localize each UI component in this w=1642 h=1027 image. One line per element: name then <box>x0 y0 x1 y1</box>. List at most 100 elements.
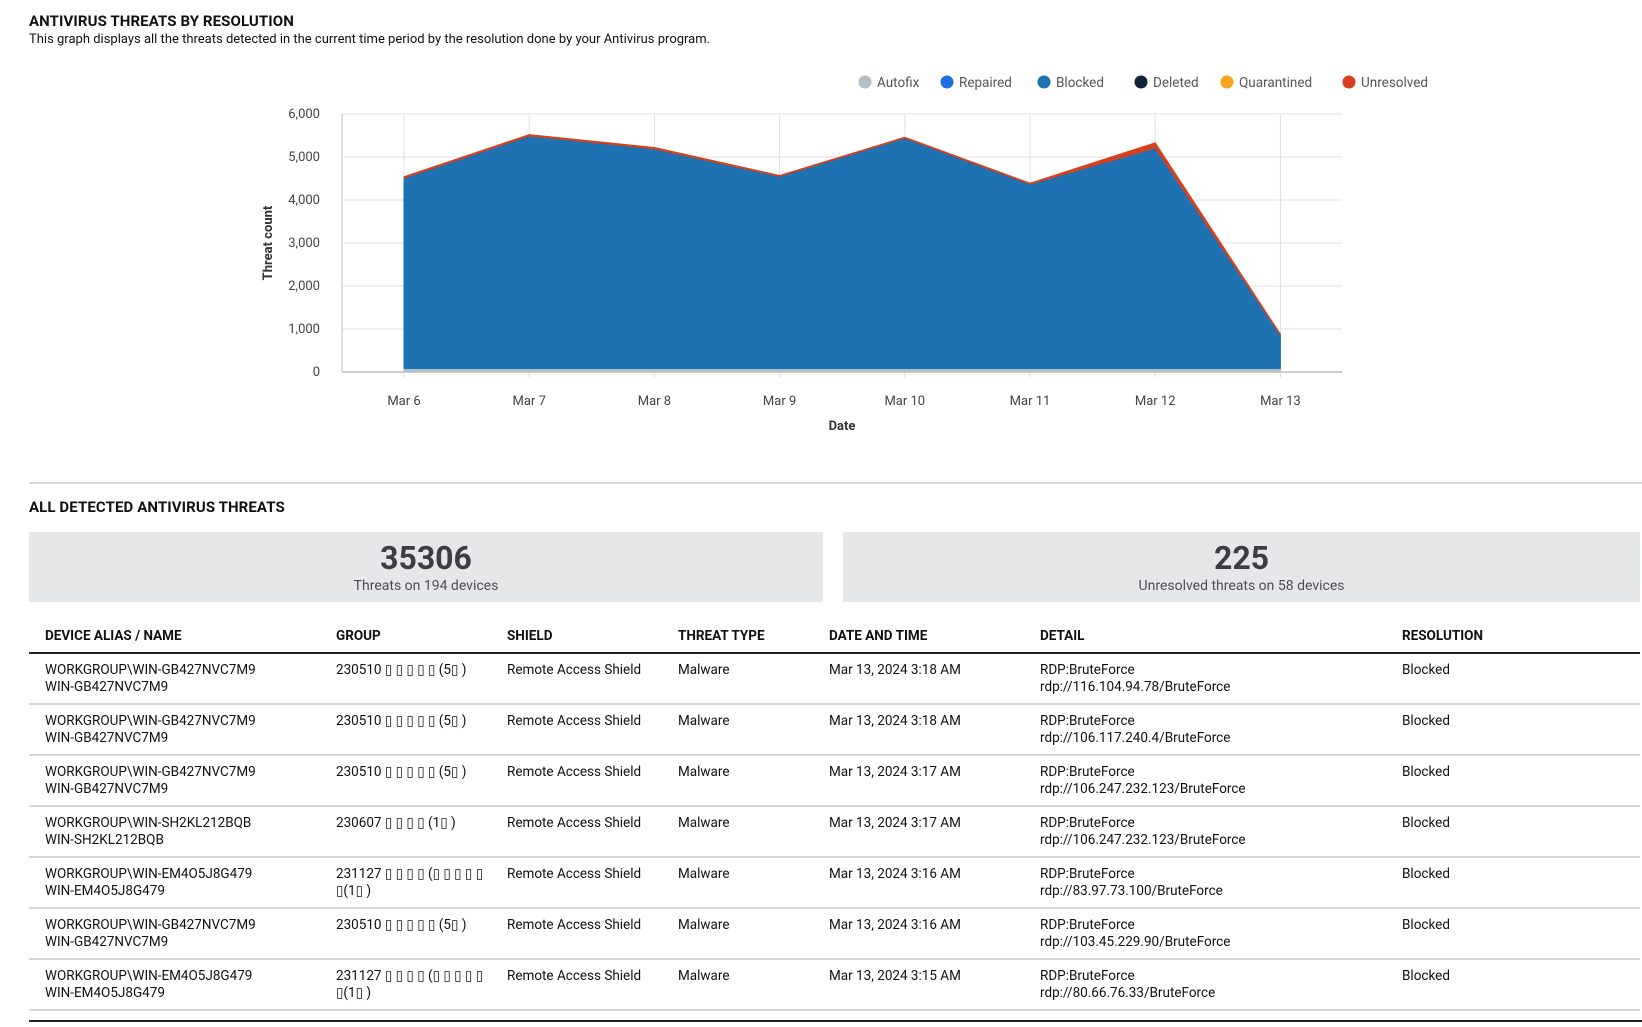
date-time-cell: Mar 13, 2024 3:15 AM <box>813 959 1024 1011</box>
threat-type-cell: Malware <box>662 857 813 909</box>
detail-signature: RDP:BruteForce <box>1040 968 1135 984</box>
y-axis-title: Threat count <box>261 205 276 280</box>
resolution-cell: Blocked <box>1386 704 1640 756</box>
table-row[interactable]: WORKGROUP\WIN-GB427NVC7M9 WIN-GB427NVC7M9… <box>29 908 1640 960</box>
legend-swatch-autofix <box>858 75 872 89</box>
device-cell: WORKGROUP\WIN-EM4O5J8G479 WIN-EM4O5J8G479 <box>29 857 320 909</box>
detail-cell: RDP:BruteForce rdp://103.45.229.90/BruteF… <box>1024 908 1386 960</box>
legend-swatch-quarantined <box>1220 75 1234 89</box>
device-alias[interactable]: WORKGROUP\WIN-GB427NVC7M9 <box>45 917 256 933</box>
threat-type-cell: Malware <box>662 653 813 705</box>
threat-type-cell: Malware <box>662 959 813 1011</box>
threat-type-cell: Malware <box>662 755 813 807</box>
column-header-detail[interactable]: DETAIL <box>1024 622 1386 654</box>
unresolved-threats-count: 225 <box>1213 539 1270 577</box>
threats-area-chart: Autofix Repaired Blocked Deleted Quarantined… <box>261 75 1428 434</box>
shield-cell: Remote Access Shield <box>491 908 662 960</box>
device-alias[interactable]: WORKGROUP\WIN-GB427NVC7M9 <box>45 764 256 780</box>
column-header-resolution[interactable]: RESOLUTION <box>1386 622 1640 654</box>
column-header-threat-type[interactable]: THREAT TYPE <box>662 622 813 654</box>
resolution-cell: Blocked <box>1386 653 1640 705</box>
detail-url: rdp://106.117.240.4/BruteForce <box>1040 729 1231 746</box>
threats-table: DEVICE ALIAS / NAME GROUP SHIELD THREAT … <box>29 622 1640 1011</box>
detail-signature: RDP:BruteForce <box>1040 713 1135 729</box>
shield-cell: Remote Access Shield <box>491 755 662 807</box>
unresolved-threats-label: Unresolved threats on 58 devices <box>1138 578 1345 594</box>
detail-cell: RDP:BruteForce rdp://106.117.240.4/BruteF… <box>1024 704 1386 756</box>
legend-item-blocked: Blocked <box>1037 75 1104 91</box>
group-cell: 230510 ▯ ▯ ▯ ▯ ▯ (5▯ ) <box>320 653 491 705</box>
chart-axes: 0 1,000 2,000 3,000 4,000 5,000 6,000 Mar 6 Mar … <box>261 107 1342 434</box>
detail-url: rdp://106.247.232.123/BruteForce <box>1040 831 1246 848</box>
resolution-cell: Blocked <box>1386 806 1640 858</box>
detail-signature: RDP:BruteForce <box>1040 866 1135 882</box>
y-tick-label: 5,000 <box>288 150 320 165</box>
device-alias[interactable]: WORKGROUP\WIN-SH2KL212BQB <box>45 815 252 831</box>
chart-section-description: This graph displays all the threats dete… <box>29 32 711 47</box>
table-row[interactable]: WORKGROUP\WIN-SH2KL212BQB WIN-SH2KL212BQB… <box>29 806 1640 858</box>
chart-areas <box>403 134 1281 373</box>
x-tick-label: Mar 8 <box>638 394 671 409</box>
area-blocked <box>403 135 1281 370</box>
table-row[interactable]: WORKGROUP\WIN-GB427NVC7M9 WIN-GB427NVC7M9… <box>29 755 1640 807</box>
shield-cell: Remote Access Shield <box>491 653 662 705</box>
column-header-date-time[interactable]: DATE AND TIME <box>813 622 1024 654</box>
x-tick-label: Mar 10 <box>884 394 925 409</box>
device-cell: WORKGROUP\WIN-GB427NVC7M9 WIN-GB427NVC7M9 <box>29 653 320 705</box>
table-row[interactable]: WORKGROUP\WIN-GB427NVC7M9 WIN-GB427NVC7M9… <box>29 653 1640 705</box>
x-tick-label: Mar 6 <box>387 394 420 409</box>
unresolved-threats-card: 225 Unresolved threats on 58 devices <box>843 532 1640 602</box>
date-time-cell: Mar 13, 2024 3:16 AM <box>813 857 1024 909</box>
resolution-cell: Blocked <box>1386 959 1640 1011</box>
device-name: WIN-GB427NVC7M9 <box>45 933 169 950</box>
shield-cell: Remote Access Shield <box>491 959 662 1011</box>
table-bottom-rule <box>29 1020 1642 1022</box>
device-cell: WORKGROUP\WIN-SH2KL212BQB WIN-SH2KL212BQB <box>29 806 320 858</box>
device-alias[interactable]: WORKGROUP\WIN-GB427NVC7M9 <box>45 713 256 729</box>
legend-label-autofix: Autofix <box>877 75 920 91</box>
detail-url: rdp://116.104.94.78/BruteForce <box>1040 678 1231 695</box>
device-name: WIN-EM4O5J8G479 <box>45 984 165 1001</box>
table-row[interactable]: WORKGROUP\WIN-EM4O5J8G479 WIN-EM4O5J8G479… <box>29 959 1640 1011</box>
column-header-group[interactable]: GROUP <box>320 622 491 654</box>
detail-signature: RDP:BruteForce <box>1040 662 1135 678</box>
group-cell: 230607 ▯ ▯ ▯ ▯ (1▯ ) <box>320 806 491 858</box>
group-cell: 230510 ▯ ▯ ▯ ▯ ▯ (5▯ ) <box>320 704 491 756</box>
y-tick-label: 2,000 <box>288 279 320 294</box>
resolution-cell: Blocked <box>1386 908 1640 960</box>
device-alias[interactable]: WORKGROUP\WIN-GB427NVC7M9 <box>45 662 256 678</box>
shield-cell: Remote Access Shield <box>491 806 662 858</box>
legend-swatch-repaired <box>940 75 954 89</box>
date-time-cell: Mar 13, 2024 3:18 AM <box>813 704 1024 756</box>
legend-item-quarantined: Quarantined <box>1220 75 1312 91</box>
group-cell: 230510 ▯ ▯ ▯ ▯ ▯ (5▯ ) <box>320 908 491 960</box>
detail-signature: RDP:BruteForce <box>1040 764 1135 780</box>
legend-label-blocked: Blocked <box>1056 75 1104 91</box>
x-tick-label: Mar 11 <box>1010 394 1051 409</box>
date-time-cell: Mar 13, 2024 3:17 AM <box>813 806 1024 858</box>
table-row[interactable]: WORKGROUP\WIN-EM4O5J8G479 WIN-EM4O5J8G479… <box>29 857 1640 909</box>
device-alias[interactable]: WORKGROUP\WIN-EM4O5J8G479 <box>45 968 253 984</box>
legend-item-repaired: Repaired <box>940 75 1012 91</box>
device-name: WIN-EM4O5J8G479 <box>45 882 165 899</box>
chart-section-title: ANTIVIRUS THREATS BY RESOLUTION <box>29 12 294 30</box>
threats-section-title: ALL DETECTED ANTIVIRUS THREATS <box>29 498 285 516</box>
detail-cell: RDP:BruteForce rdp://83.97.73.100/BruteFo… <box>1024 857 1386 909</box>
x-tick-label: Mar 9 <box>763 394 796 409</box>
detail-signature: RDP:BruteForce <box>1040 815 1135 831</box>
legend-swatch-unresolved <box>1342 75 1356 89</box>
detail-cell: RDP:BruteForce rdp://116.104.94.78/BruteF… <box>1024 653 1386 705</box>
y-tick-label: 3,000 <box>288 236 320 251</box>
detail-url: rdp://106.247.232.123/BruteForce <box>1040 780 1246 797</box>
threat-type-cell: Malware <box>662 704 813 756</box>
legend-label-deleted: Deleted <box>1153 75 1199 91</box>
x-tick-label: Mar 12 <box>1135 394 1176 409</box>
detail-url: rdp://83.97.73.100/BruteForce <box>1040 882 1223 899</box>
device-alias[interactable]: WORKGROUP\WIN-EM4O5J8G479 <box>45 866 253 882</box>
total-threats-label: Threats on 194 devices <box>353 578 499 594</box>
column-header-shield[interactable]: SHIELD <box>491 622 662 654</box>
table-row[interactable]: WORKGROUP\WIN-GB427NVC7M9 WIN-GB427NVC7M9… <box>29 704 1640 756</box>
detail-url: rdp://103.45.229.90/BruteForce <box>1040 933 1231 950</box>
column-header-device[interactable]: DEVICE ALIAS / NAME <box>29 622 320 654</box>
detail-cell: RDP:BruteForce rdp://106.247.232.123/Brut… <box>1024 806 1386 858</box>
